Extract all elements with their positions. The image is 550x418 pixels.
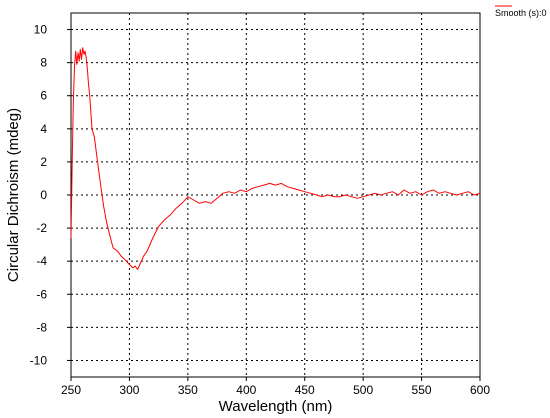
x-axis-title: Wavelength (nm) <box>219 398 333 415</box>
series-layer <box>70 47 481 270</box>
y-tick-label: 10 <box>34 23 48 37</box>
y-tick-label: 0 <box>40 188 47 202</box>
x-tick-label: 300 <box>119 383 139 397</box>
y-tick-label: -8 <box>36 320 47 334</box>
y-tick-label: 4 <box>40 122 47 136</box>
y-tick-label: 8 <box>40 56 47 70</box>
x-tick-label: 250 <box>61 383 81 397</box>
x-tick-label: 500 <box>353 383 373 397</box>
y-tick-label: 2 <box>40 155 47 169</box>
legend: Smooth (s):0 <box>495 5 547 18</box>
y-axis-title: Circular Dichroism (mdeg) <box>5 108 22 282</box>
grid-layer <box>71 13 480 377</box>
x-tick-label: 350 <box>178 383 198 397</box>
x-tick-label: 550 <box>412 383 432 397</box>
x-tick-label: 600 <box>470 383 490 397</box>
x-tick-label: 450 <box>295 383 315 397</box>
tick-layer: 250 300 350 400 450 500 550 600 10 8 6 4 2 0 -2 -4 -6 -8 -… <box>30 23 491 397</box>
y-tick-label: -4 <box>36 254 47 268</box>
y-tick-label: -10 <box>30 353 48 367</box>
series-line <box>70 47 481 270</box>
y-tick-label: -6 <box>36 287 47 301</box>
x-tick-label: 400 <box>236 383 256 397</box>
y-tick-label: -2 <box>36 221 47 235</box>
legend-label: Smooth (s):0 <box>495 8 547 18</box>
y-tick-label: 6 <box>40 89 47 103</box>
